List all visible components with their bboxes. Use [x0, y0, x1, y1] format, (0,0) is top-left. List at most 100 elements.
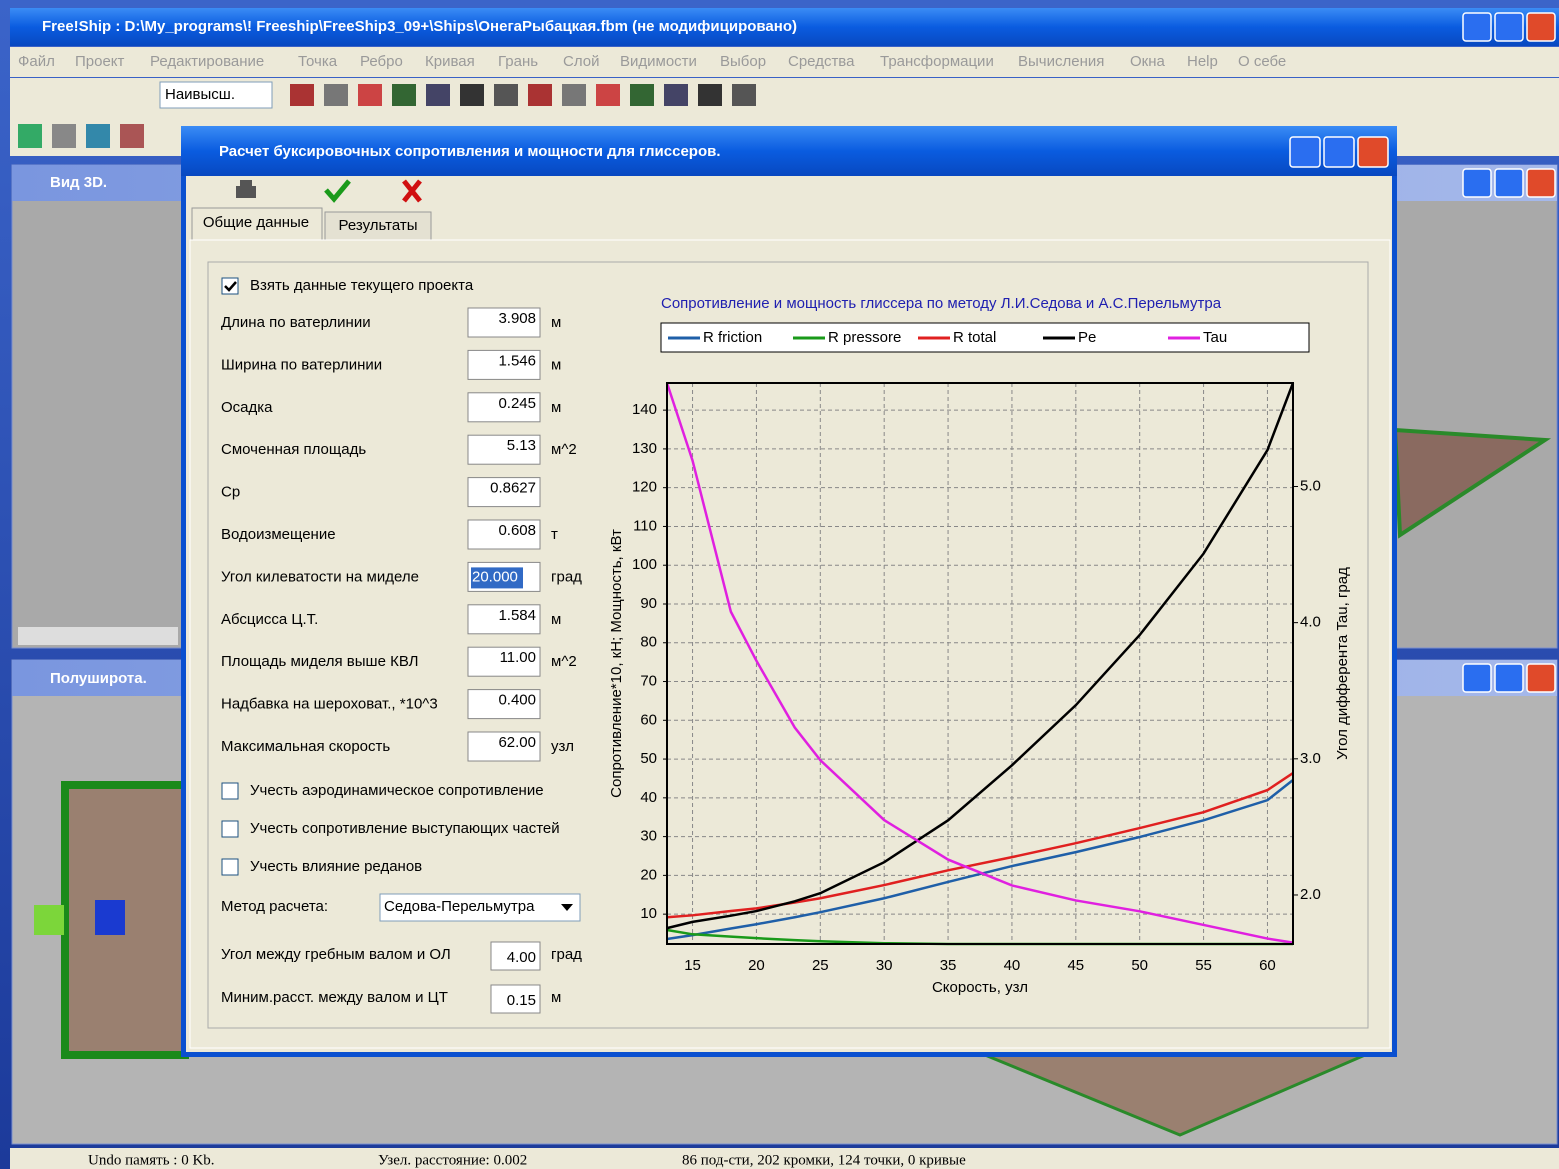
- dialog-title: Расчет буксировочных сопротивления и мощ…: [219, 143, 721, 160]
- checkbox-label: Учесть влияние реданов: [250, 858, 422, 875]
- tool-icon: [358, 84, 382, 106]
- status-text: Undo память : 0 Kb.: [88, 1152, 215, 1168]
- y2-tick-label: 2.0: [1300, 886, 1321, 903]
- close-button[interactable]: [1527, 169, 1555, 197]
- maximize-button[interactable]: [1495, 664, 1523, 692]
- tool-icon: [392, 84, 416, 106]
- tool-icon: [86, 124, 110, 148]
- field-unit: м: [551, 314, 561, 331]
- tool-icon: [596, 84, 620, 106]
- y-tick-label: 50: [640, 750, 657, 767]
- view-title: Полуширота.: [50, 670, 147, 687]
- y-tick-label: 70: [640, 672, 657, 689]
- menu-item[interactable]: Редактирование: [150, 53, 264, 70]
- y-tick-label: 140: [632, 401, 657, 418]
- menu-item[interactable]: Средства: [788, 53, 855, 70]
- close-button[interactable]: [1527, 664, 1555, 692]
- field-unit: град: [551, 946, 582, 963]
- legend-label: Pe: [1078, 329, 1096, 346]
- field-value: 11.00: [500, 649, 536, 666]
- scrollbar: [18, 627, 178, 645]
- menu-item[interactable]: О себе: [1238, 53, 1286, 70]
- method-label: Метод расчета:: [221, 898, 328, 915]
- menu-item[interactable]: Трансформации: [880, 53, 994, 70]
- maximize-button[interactable]: [1495, 13, 1523, 41]
- y2-tick-label: 5.0: [1300, 477, 1321, 494]
- tool-icon: [664, 84, 688, 106]
- tool-icon: [562, 84, 586, 106]
- maximize-button[interactable]: [1495, 169, 1523, 197]
- legend-label: R friction: [703, 329, 762, 346]
- menu-item[interactable]: Help: [1187, 53, 1218, 70]
- field-unit: м^2: [551, 653, 577, 670]
- minimize-button[interactable]: [1463, 169, 1491, 197]
- field-label: Надбавка на шероховат., *10^3: [221, 696, 438, 713]
- tool-icon: [290, 84, 314, 106]
- x-tick-label: 55: [1195, 957, 1212, 974]
- field-label: Абсцисса Ц.Т.: [221, 611, 318, 628]
- minimize-button[interactable]: [1463, 13, 1491, 41]
- y-tick-label: 10: [640, 905, 657, 922]
- view-title: Вид 3D.: [50, 174, 107, 191]
- field-label: Cp: [221, 484, 240, 501]
- method-value: Седова-Перельмутра: [384, 898, 535, 915]
- field-value: 0.400: [498, 692, 536, 709]
- legend-label: R total: [953, 329, 996, 346]
- menu-item[interactable]: Ребро: [360, 53, 403, 70]
- x-tick-label: 50: [1131, 957, 1148, 974]
- field-unit: м: [551, 989, 561, 1006]
- minimize-button[interactable]: [1463, 664, 1491, 692]
- legend-label: Tau: [1203, 329, 1227, 346]
- maximize-button[interactable]: [1324, 137, 1354, 167]
- checkbox[interactable]: [222, 821, 238, 837]
- menu-item[interactable]: Файл: [18, 53, 55, 70]
- x-tick-label: 30: [876, 957, 893, 974]
- close-button[interactable]: [1527, 13, 1555, 41]
- menu-item[interactable]: Точка: [298, 53, 338, 70]
- page: Free!Ship : D:\My_programs\! Freeship\Fr…: [0, 0, 1559, 1169]
- tab-label[interactable]: Общие данные: [203, 214, 309, 231]
- plot-area: [667, 383, 1293, 944]
- menu-item[interactable]: Выбор: [720, 53, 766, 70]
- menu-item[interactable]: Видимости: [620, 53, 697, 70]
- x-tick-label: 60: [1259, 957, 1276, 974]
- menu-item[interactable]: Кривая: [425, 53, 475, 70]
- field-value: 0.8627: [490, 480, 536, 497]
- field-value: 3.908: [498, 310, 536, 327]
- tool-icon: [52, 124, 76, 148]
- tool-icon: [630, 84, 654, 106]
- tool-icon: [324, 84, 348, 106]
- y2-tick-label: 3.0: [1300, 750, 1321, 767]
- y-tick-label: 20: [640, 866, 657, 883]
- close-button[interactable]: [1358, 137, 1388, 167]
- field-value: 5.13: [507, 437, 536, 454]
- checkbox[interactable]: [222, 859, 238, 875]
- field-value: 4.00: [507, 949, 536, 966]
- tool-icon: [460, 84, 484, 106]
- x-tick-label: 45: [1067, 957, 1084, 974]
- combo-value[interactable]: Наивысш.: [165, 86, 235, 103]
- hull-plan: [95, 900, 125, 935]
- tab-label[interactable]: Результаты: [339, 217, 418, 234]
- checkbox[interactable]: [222, 783, 238, 799]
- field-label: Максимальная скорость: [221, 738, 390, 755]
- chart-title: Сопротивление и мощность глиссера по мет…: [661, 295, 1222, 312]
- menu-item[interactable]: Окна: [1130, 53, 1166, 70]
- tool-icon: [120, 124, 144, 148]
- menu-item[interactable]: Проект: [75, 53, 125, 70]
- field-unit: м^2: [551, 441, 577, 458]
- x-tick-label: 15: [684, 957, 701, 974]
- menu-item[interactable]: Слой: [563, 53, 599, 70]
- menu-item[interactable]: Грань: [498, 53, 538, 70]
- checkbox[interactable]: [222, 278, 238, 294]
- field-label: Длина по ватерлинии: [221, 314, 371, 331]
- minimize-button[interactable]: [1290, 137, 1320, 167]
- field-unit: м: [551, 356, 561, 373]
- menu-item[interactable]: Вычисления: [1018, 53, 1104, 70]
- field-unit: м: [551, 611, 561, 628]
- field-label: Осадка: [221, 399, 273, 416]
- y-tick-label: 40: [640, 789, 657, 806]
- checkbox-label: Учесть сопротивление выступающих частей: [250, 820, 560, 837]
- tool-icon: [18, 124, 42, 148]
- y-tick-label: 60: [640, 711, 657, 728]
